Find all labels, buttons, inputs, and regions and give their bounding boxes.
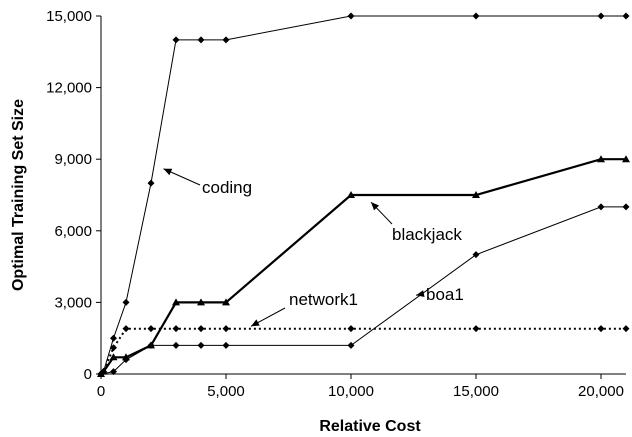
y-tick-label: 0 [84, 366, 92, 383]
annotation-blackjack: blackjack [370, 201, 462, 244]
data-point [597, 325, 605, 333]
axes [100, 16, 626, 375]
annotation-label: blackjack [392, 225, 462, 244]
data-point [172, 298, 180, 306]
data-point [122, 325, 130, 333]
y-tick-label: 6,000 [54, 223, 92, 240]
annotation-label: boa1 [426, 285, 464, 304]
data-point [172, 36, 180, 44]
data-point [110, 344, 117, 352]
series-line-coding [100, 15, 626, 375]
y-axis-title: Optimal Training Set Size [10, 99, 27, 291]
x-tick-label: 5,000 [207, 383, 245, 400]
y-tick-label: 9,000 [54, 151, 92, 168]
data-point [472, 325, 480, 333]
y-tick-label: 15,000 [46, 8, 92, 25]
data-point [597, 155, 605, 163]
data-point [197, 36, 205, 44]
x-tick-label: 0 [97, 383, 105, 400]
data-point [109, 353, 118, 361]
data-point [197, 325, 205, 333]
data-point [222, 341, 230, 349]
x-axis-title: Relative Cost [319, 418, 421, 435]
data-point [472, 251, 480, 259]
series-boa1 [97, 203, 630, 378]
data-point [347, 325, 355, 333]
series-network1 [97, 325, 630, 378]
series-line-blackjack [100, 158, 626, 375]
data-point [472, 12, 480, 20]
x-ticks: 0 5,000 10,000 15,000 20,000 [97, 374, 624, 400]
data-point [197, 341, 205, 349]
data-point [122, 298, 130, 306]
series-lines [97, 12, 630, 378]
y-tick-label: 12,000 [46, 80, 92, 97]
annotation-arrowhead [416, 290, 425, 298]
data-point [147, 179, 155, 187]
annotation-label: network1 [289, 290, 358, 309]
series-coding [97, 12, 630, 378]
data-point [597, 203, 605, 211]
data-point [147, 341, 155, 349]
data-point [147, 325, 155, 333]
annotation-arrowhead [251, 319, 260, 327]
y-tick-label: 3,000 [54, 294, 92, 311]
annotation-label: coding [202, 178, 252, 197]
data-point [622, 155, 630, 163]
annotation-arrowhead [163, 168, 173, 176]
data-point [622, 12, 630, 20]
data-point [110, 368, 117, 376]
data-point [222, 36, 230, 44]
data-point [347, 12, 355, 20]
data-point [197, 298, 205, 306]
annotation-arrowhead [371, 202, 380, 211]
y-ticks: 0 3,000 6,000 9,000 12,000 15,000 [46, 8, 101, 383]
data-point [122, 356, 130, 364]
x-tick-label: 10,000 [328, 383, 374, 400]
data-point [222, 298, 230, 306]
data-point [347, 341, 355, 349]
x-tick-label: 20,000 [578, 383, 624, 400]
data-point [622, 325, 630, 333]
data-point [222, 325, 230, 333]
data-point [172, 325, 180, 333]
annotation-network1: network1 [250, 290, 358, 327]
series-line-boa1 [100, 206, 626, 375]
data-point [172, 341, 180, 349]
series-line-network1 [100, 327, 626, 375]
annotation-boa1: boa1 [415, 285, 464, 304]
data-point [622, 203, 630, 211]
annotation-coding: coding [163, 168, 252, 197]
data-point [597, 12, 605, 20]
x-tick-label: 15,000 [453, 383, 499, 400]
data-point [472, 191, 480, 198]
data-point [347, 191, 355, 198]
series-annotations: coding blackjack network1 boa1 [163, 168, 464, 327]
data-point [110, 334, 117, 342]
data-point [97, 370, 105, 378]
